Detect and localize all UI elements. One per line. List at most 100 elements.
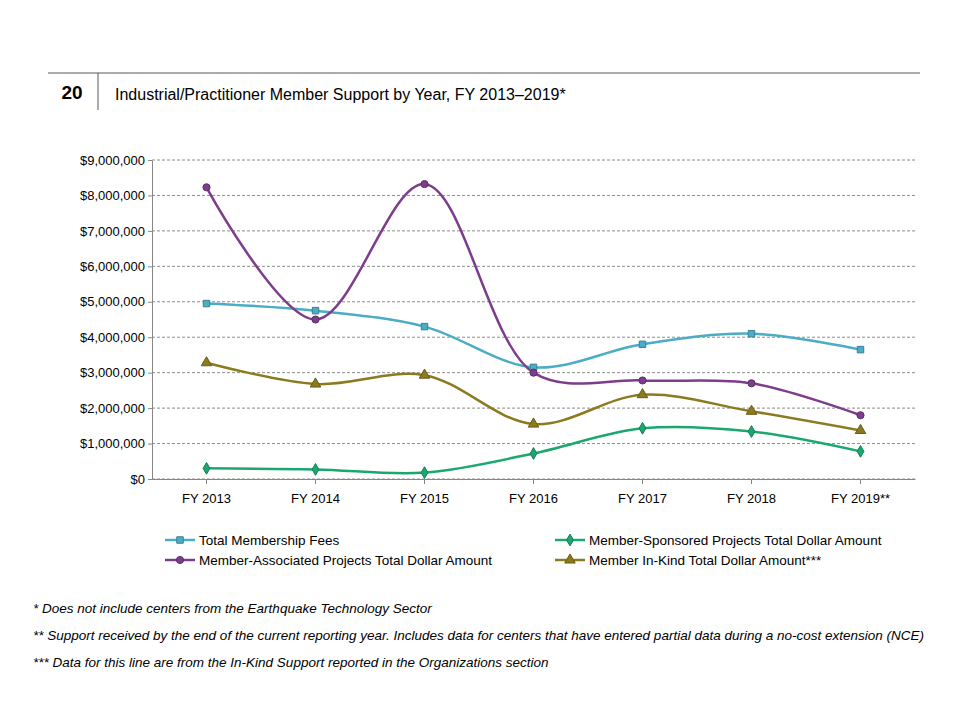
- x-tick-label: FY 2013: [182, 491, 231, 506]
- legend-marker: [176, 556, 183, 563]
- x-tick: FY 2018: [727, 479, 776, 506]
- legend-item: Member-Associated Projects Total Dollar …: [165, 553, 492, 568]
- grid-line: [152, 337, 915, 338]
- series-marker: [637, 389, 648, 398]
- series-marker: [312, 316, 319, 323]
- series-marker: [530, 369, 537, 376]
- x-tick: FY 2017: [618, 479, 667, 506]
- series-line: [207, 304, 861, 368]
- x-tick: FY 2016: [509, 479, 558, 506]
- y-tick: $8,000,000: [80, 188, 152, 203]
- y-tick-mark: [148, 337, 152, 338]
- series-marker: [748, 330, 754, 336]
- header-rule: [48, 73, 920, 74]
- series-marker: [530, 448, 537, 460]
- x-tick: FY 2014: [291, 479, 340, 506]
- x-tick-label: FY 2017: [618, 491, 667, 506]
- y-tick: $1,000,000: [80, 436, 152, 451]
- x-tick-mark: [533, 479, 534, 484]
- x-tick-mark: [424, 479, 425, 484]
- y-tick: $9,000,000: [80, 153, 152, 168]
- x-tick: FY 2019**: [831, 479, 890, 506]
- y-tick-label: $5,000,000: [80, 294, 145, 309]
- y-tick: $7,000,000: [80, 224, 152, 239]
- y-tick-label: $2,000,000: [80, 401, 145, 416]
- legend-item: Member-Sponsored Projects Total Dollar A…: [555, 533, 882, 548]
- series-marker: [639, 377, 646, 384]
- y-tick-mark: [148, 479, 152, 480]
- y-tick: $2,000,000: [80, 401, 152, 416]
- x-axis: FY 2013 FY 2014 FY 2015 FY 2016 FY 2017 FY 20…: [153, 479, 916, 506]
- grid-line: [152, 195, 915, 196]
- grid: [152, 160, 915, 479]
- y-tick: $5,000,000: [80, 294, 152, 309]
- x-tick-mark: [315, 479, 316, 484]
- grid-line: [152, 160, 915, 161]
- y-tick-mark: [148, 231, 152, 232]
- y-tick-label: $8,000,000: [80, 188, 145, 203]
- series-marker: [201, 357, 212, 366]
- y-axis-line: [152, 161, 153, 480]
- y-tick-mark: [148, 195, 152, 196]
- y-tick: $0: [131, 472, 152, 487]
- page-number: 20: [61, 82, 82, 103]
- x-tick-label: FY 2018: [727, 491, 776, 506]
- series-marker: [857, 412, 864, 419]
- series-marker: [528, 418, 539, 427]
- series-marker: [746, 405, 757, 414]
- series-marker: [639, 422, 646, 434]
- footnote: ** Support received by the end of the cu…: [33, 627, 958, 644]
- legend-label: Member In-Kind Total Dollar Amount***: [589, 553, 822, 568]
- y-tick-mark: [148, 444, 152, 445]
- x-tick: FY 2015: [400, 479, 449, 506]
- y-axis: $0 $1,000,000 $2,000,000 $3,000,000 $4,000,0…: [80, 153, 153, 487]
- series-marker: [419, 369, 430, 378]
- series-marker: [203, 184, 210, 191]
- x-tick-mark: [642, 479, 643, 484]
- series-marker: [421, 467, 428, 479]
- series-marker: [857, 445, 864, 457]
- series-marker: [748, 426, 755, 438]
- footnote: *** Data for this line are from the In-K…: [33, 654, 958, 671]
- grid-line: [152, 443, 915, 444]
- x-tick-mark: [206, 479, 207, 484]
- legend-marker: [567, 534, 574, 546]
- y-tick-label: $6,000,000: [80, 259, 145, 274]
- series-marker: [421, 323, 427, 329]
- x-tick-label: FY 2015: [400, 491, 449, 506]
- y-tick: $4,000,000: [80, 330, 152, 345]
- y-tick-label: $7,000,000: [80, 224, 145, 239]
- y-tick: $6,000,000: [80, 259, 152, 274]
- footnotes: * Does not include centers from the Eart…: [33, 600, 958, 681]
- y-tick-label: $1,000,000: [80, 436, 145, 451]
- x-tick-label: FY 2019**: [831, 491, 890, 506]
- legend-marker: [565, 554, 576, 563]
- series-marker: [203, 462, 210, 474]
- x-tick-label: FY 2016: [509, 491, 558, 506]
- x-tick: FY 2013: [182, 479, 231, 506]
- plot-area: [201, 181, 866, 479]
- legend-label: Total Membership Fees: [199, 533, 340, 548]
- y-tick-mark: [148, 160, 152, 161]
- y-tick: $3,000,000: [80, 365, 152, 380]
- y-tick-mark: [148, 302, 152, 303]
- y-tick-label: $4,000,000: [80, 330, 145, 345]
- grid-line: [152, 266, 915, 267]
- series-marker: [855, 424, 866, 433]
- x-tick-mark: [860, 479, 861, 484]
- grid-line: [152, 230, 915, 231]
- chart-title: Industrial/Practitioner Member Support b…: [115, 86, 566, 103]
- series-marker: [203, 300, 209, 306]
- series-line: [207, 184, 861, 415]
- legend-marker: [177, 537, 183, 543]
- legend: Total Membership Fees Member-Sponsored Pr…: [165, 533, 882, 568]
- header-separator: [98, 73, 99, 110]
- series-marker: [312, 464, 319, 476]
- footnote: * Does not include centers from the Eart…: [33, 600, 958, 617]
- x-tick-label: FY 2014: [291, 491, 340, 506]
- x-tick-mark: [751, 479, 752, 484]
- legend-item: Total Membership Fees: [165, 533, 340, 548]
- series-line: [207, 363, 861, 431]
- legend-item: Member In-Kind Total Dollar Amount***: [555, 553, 822, 568]
- legend-label: Member-Sponsored Projects Total Dollar A…: [589, 533, 882, 548]
